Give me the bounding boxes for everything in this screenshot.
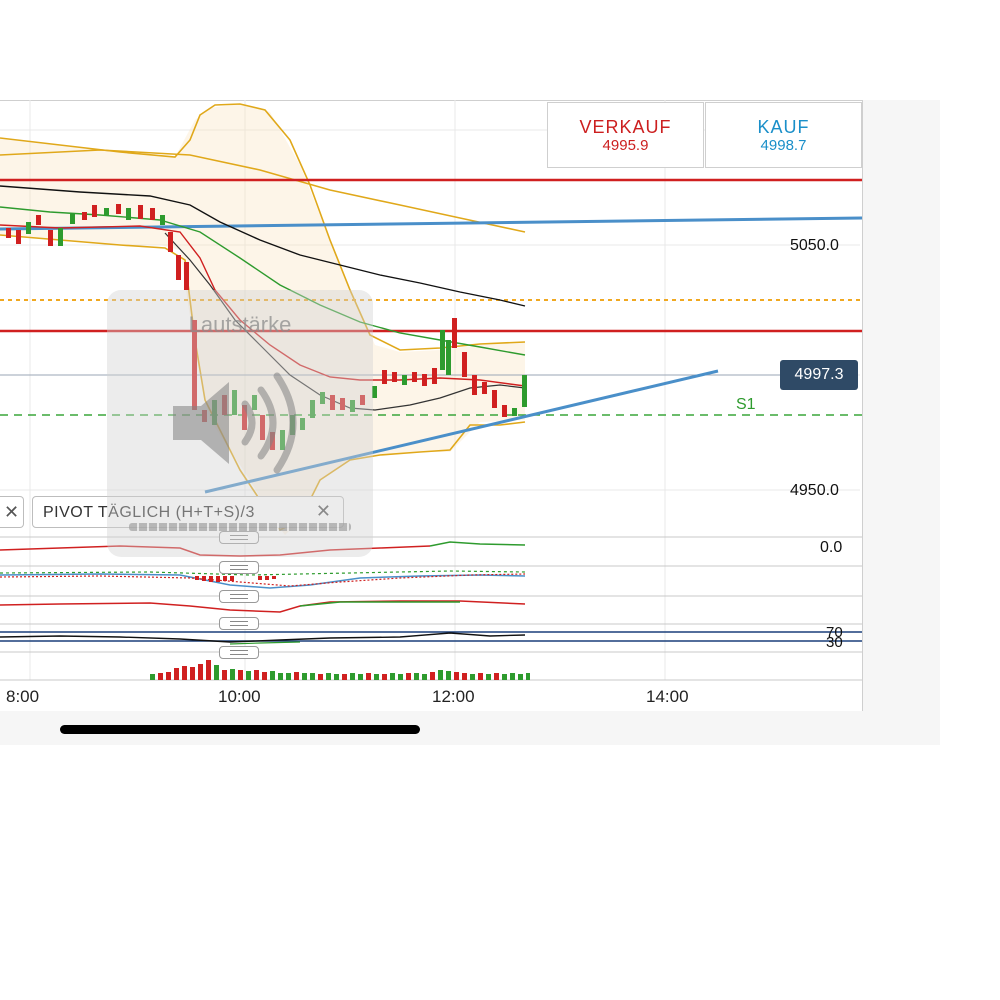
volume-overlay-title: Lautstärke xyxy=(188,312,292,337)
trendline-rising[interactable] xyxy=(204,369,719,494)
sell-label: VERKAUF xyxy=(579,117,672,137)
sell-quote-button[interactable]: VERKAUF 4995.9 xyxy=(547,102,704,168)
time-label: 10:00 xyxy=(218,687,261,706)
moving-average-black xyxy=(0,185,526,307)
time-label: 14:00 xyxy=(646,687,689,706)
chart-frame[interactable] xyxy=(0,100,863,712)
volume-level-bar xyxy=(129,523,351,531)
time-label: 8:00 xyxy=(6,687,40,706)
pane-resize-handle[interactable] xyxy=(219,646,259,659)
pane-resize-handle[interactable] xyxy=(219,561,259,574)
rsi-lower-label: 30 xyxy=(826,634,843,651)
pivot-close-icon[interactable]: ✕ xyxy=(315,501,331,521)
buy-label: KAUF xyxy=(757,117,810,137)
buy-quote-button[interactable]: KAUF 4998.7 xyxy=(705,102,862,168)
macd-zero-label: 0.0 xyxy=(820,539,843,556)
pane-resize-handle[interactable] xyxy=(219,531,259,544)
bollinger-upper xyxy=(0,103,526,351)
price-axis-label-upper: 5050.0 xyxy=(790,237,839,254)
bollinger-band-fill xyxy=(0,104,525,535)
indicator-close-button[interactable]: ✕ xyxy=(0,496,24,528)
buy-price: 4998.7 xyxy=(760,137,807,154)
current-price-tag: 4997.3 xyxy=(780,360,858,390)
right-margin-background xyxy=(863,100,940,745)
pivot-indicator-chip[interactable]: PIVOT TÄGLICH (H+T+S)/3 ✕ xyxy=(32,496,344,528)
sell-price: 4995.9 xyxy=(602,137,649,154)
volume-overlay: Lautstärke xyxy=(107,290,373,557)
time-label: 12:00 xyxy=(432,687,475,706)
support-s1-label: S1 xyxy=(736,396,756,413)
home-indicator[interactable] xyxy=(60,725,420,734)
indicator-panes xyxy=(0,536,862,681)
pivot-indicator-label: PIVOT TÄGLICH (H+T+S)/3 xyxy=(43,504,255,521)
speaker-icon xyxy=(173,372,297,474)
price-axis-label-lower: 4950.0 xyxy=(790,482,839,499)
rsi-upper-label: 70 xyxy=(826,624,843,641)
pane-resize-handle[interactable] xyxy=(219,590,259,603)
pane-resize-handle[interactable] xyxy=(219,617,259,630)
